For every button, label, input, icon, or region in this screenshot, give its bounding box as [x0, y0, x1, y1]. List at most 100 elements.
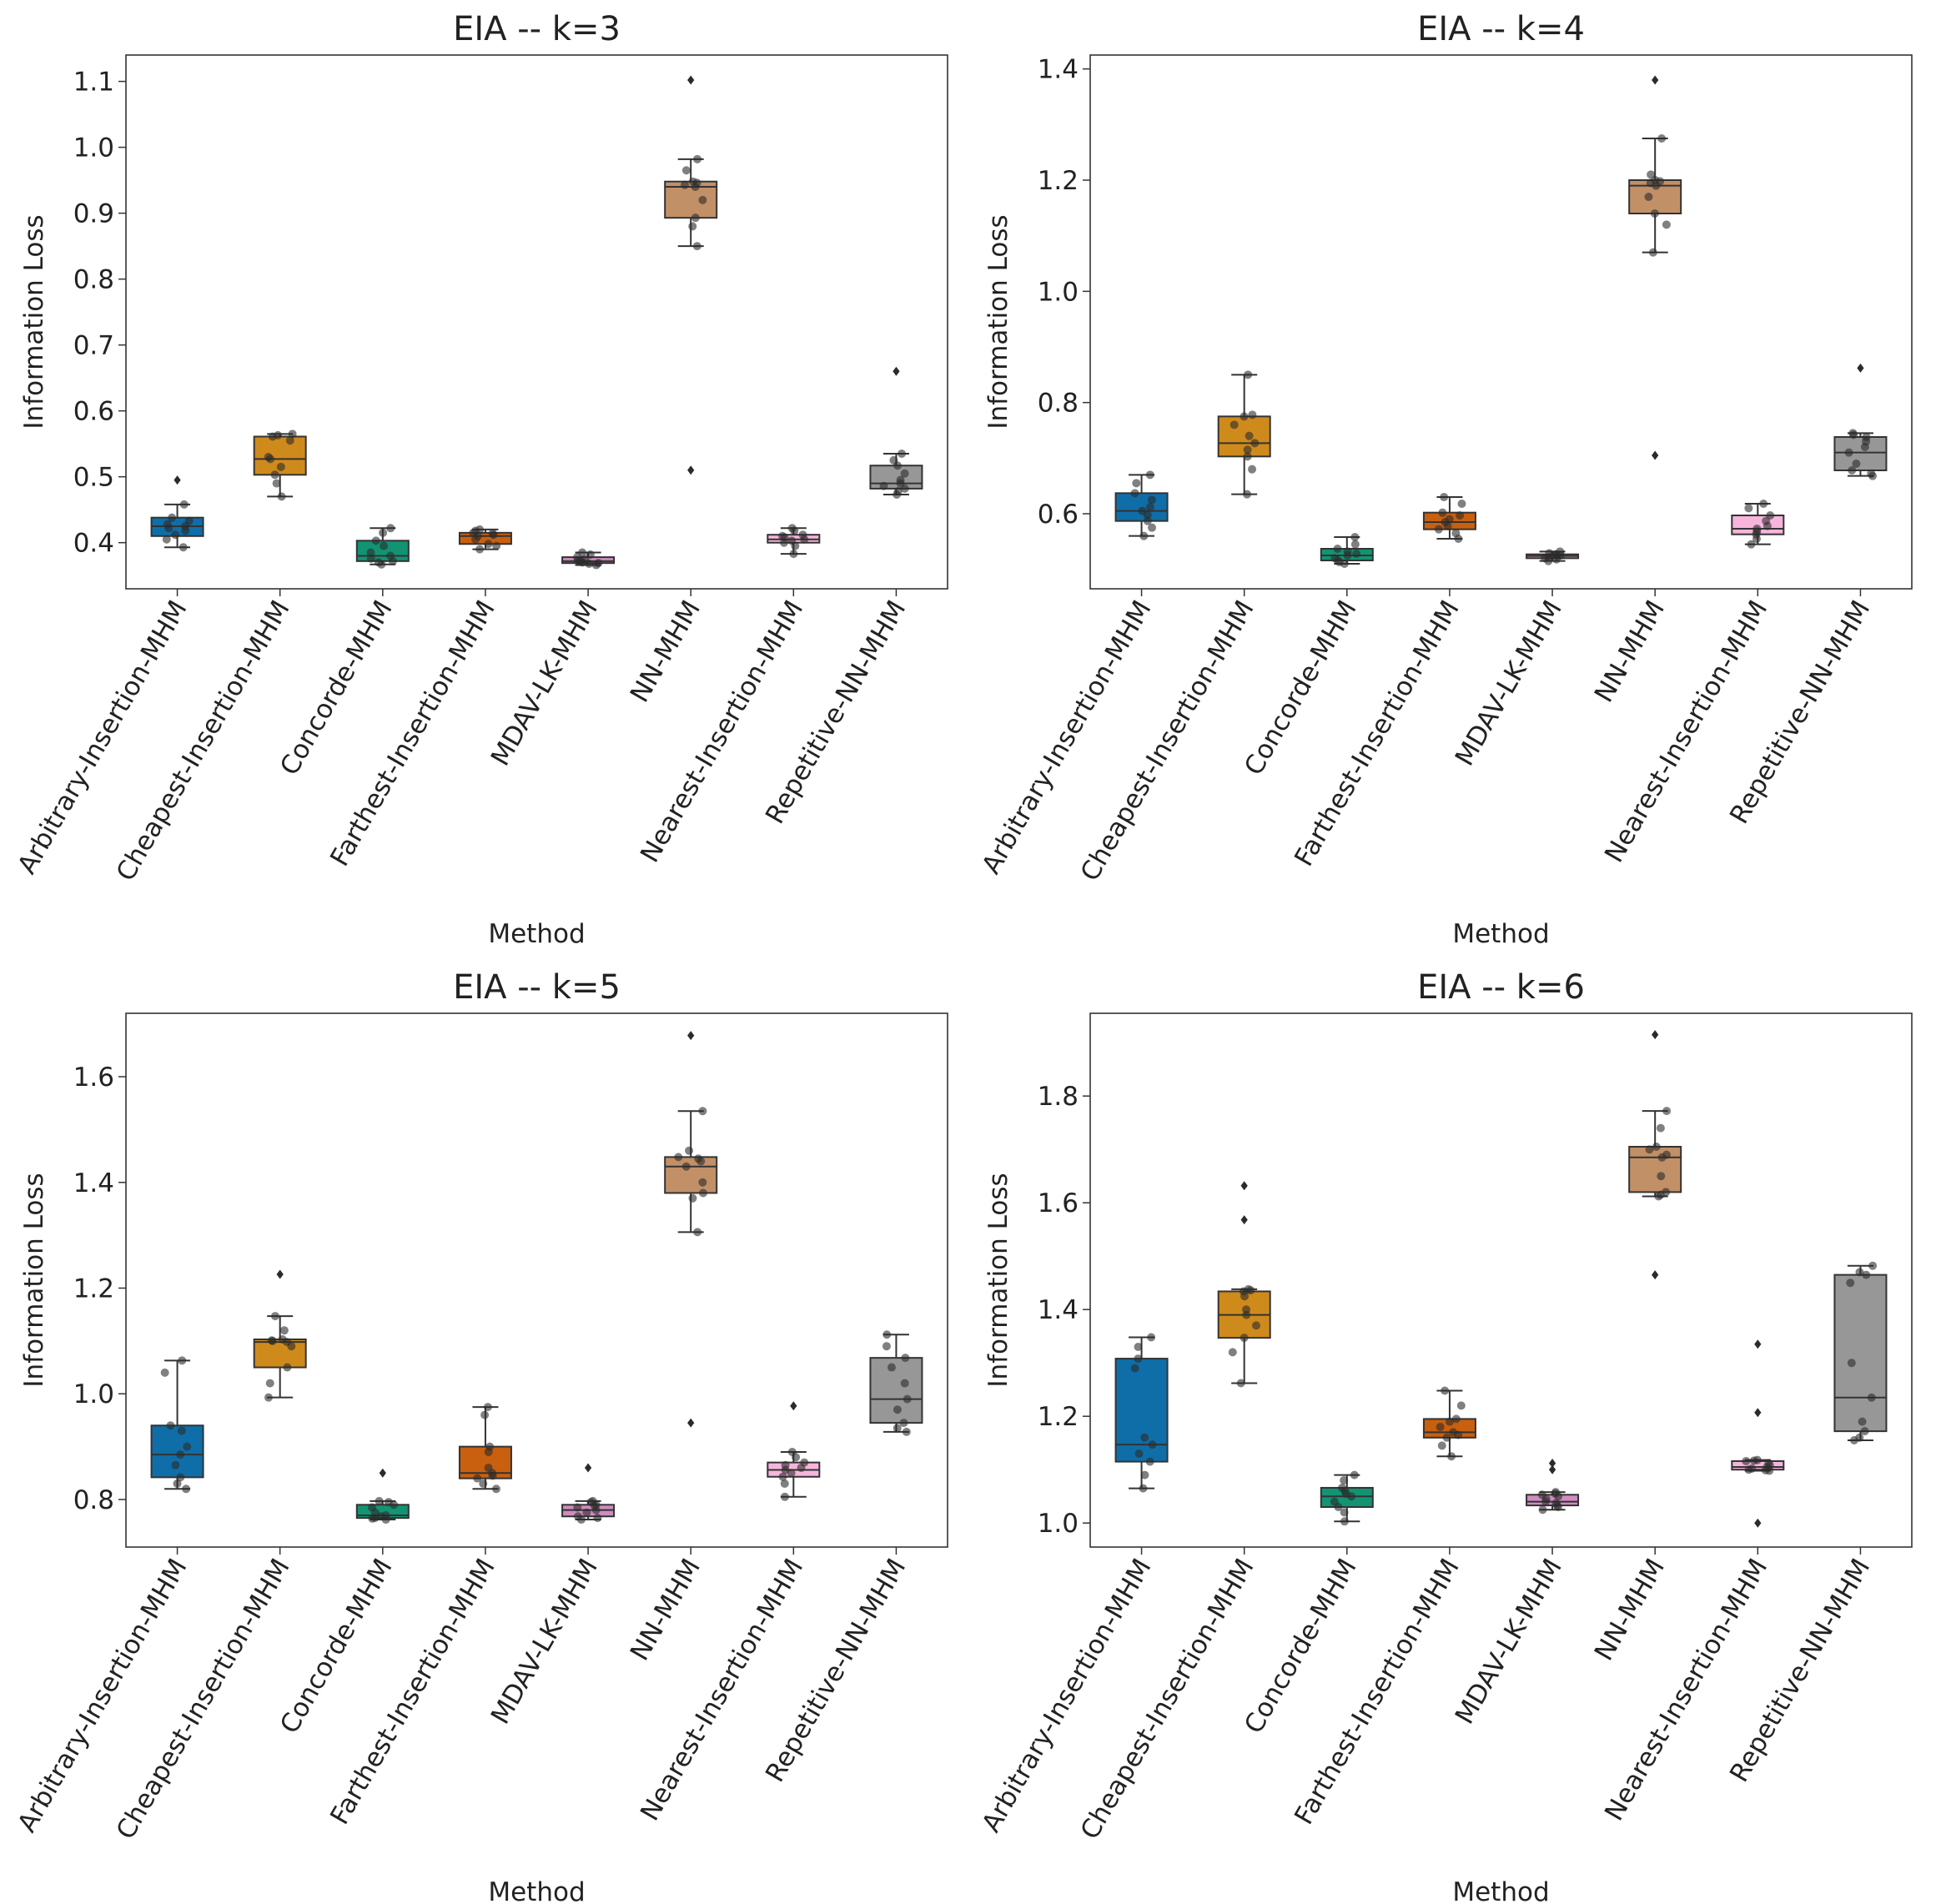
data-point — [780, 1492, 789, 1501]
x-tick-label: Concorde-MHM — [1239, 1554, 1363, 1739]
data-point — [1228, 1348, 1237, 1357]
data-point — [681, 1162, 691, 1171]
box-farthest-insertion-mhm — [458, 525, 512, 554]
y-tick-label: 1.8 — [1038, 1082, 1079, 1112]
x-tick-label: Concorde-MHM — [274, 1554, 399, 1739]
data-point — [176, 1450, 185, 1459]
y-tick-label: 0.6 — [73, 397, 114, 427]
data-point — [1848, 466, 1857, 475]
chart-panel: EIA -- k=5 0.8 1.0 1.2 1.4 1.6 Information Los… — [12, 968, 948, 1904]
outlier-marker — [1652, 450, 1659, 460]
x-tick-label: Arbitrary-Insertion-MHM — [976, 1554, 1157, 1837]
x-axis-label: Method — [488, 919, 585, 949]
data-point — [1860, 1427, 1869, 1436]
data-point — [1130, 489, 1139, 498]
data-point — [1440, 493, 1449, 501]
data-point — [484, 1463, 493, 1472]
outlier-marker — [1857, 363, 1864, 373]
data-point — [1651, 176, 1660, 184]
outlier-marker — [1754, 1518, 1762, 1528]
box-repetitive-nn-mhm — [869, 1330, 923, 1436]
outlier-marker — [584, 1463, 592, 1473]
data-point — [787, 1447, 797, 1456]
data-point — [1846, 1279, 1855, 1288]
data-point — [1147, 1333, 1156, 1342]
data-point — [787, 536, 797, 545]
data-point — [688, 177, 697, 186]
box-concorde-mhm — [1320, 533, 1374, 568]
data-point — [1350, 533, 1360, 541]
data-point — [492, 541, 501, 550]
outlier-marker — [1652, 1270, 1659, 1280]
x-tick-label: Concorde-MHM — [1239, 595, 1363, 781]
data-point — [1451, 1414, 1461, 1424]
data-point — [573, 1503, 582, 1512]
data-point — [901, 1354, 910, 1363]
x-tick-label: MDAV-LK-MHM — [1450, 595, 1568, 771]
data-point — [781, 1460, 790, 1469]
data-point — [267, 1336, 276, 1345]
data-point — [288, 430, 297, 439]
y-tick-label: 1.4 — [73, 1168, 114, 1198]
data-point — [1134, 1343, 1143, 1351]
y-axis-label: Information Loss — [983, 1173, 1013, 1387]
box-mdav-lk-mhm — [1526, 1459, 1580, 1515]
chart-title: EIA -- k=4 — [1417, 10, 1585, 48]
data-point — [578, 548, 587, 557]
data-point — [1844, 448, 1853, 457]
data-point — [787, 524, 797, 533]
data-point — [694, 1154, 703, 1163]
box-arbitrary-insertion-mhm — [1114, 470, 1169, 540]
y-tick-label: 0.6 — [1038, 500, 1079, 530]
x-tick-label: MDAV-LK-MHM — [1450, 1554, 1568, 1729]
data-point — [1766, 511, 1775, 520]
box-mdav-lk-mhm — [561, 1463, 616, 1525]
plot-area-frame — [125, 1012, 948, 1548]
data-point — [166, 1421, 175, 1430]
data-point — [1862, 1270, 1871, 1279]
outlier-marker — [1754, 1339, 1762, 1349]
data-point — [573, 1512, 582, 1521]
x-axis-label: Method — [488, 1877, 585, 1904]
data-point — [1244, 1284, 1253, 1294]
data-point — [491, 1485, 500, 1494]
data-point — [1145, 503, 1154, 511]
data-point — [1250, 439, 1260, 448]
data-point — [182, 1485, 191, 1494]
y-tick-label: 1.4 — [1038, 55, 1079, 85]
chart-panel: EIA -- k=3 0.4 0.5 0.6 0.7 0.8 0.9 1.0 1.1 Inform… — [12, 10, 948, 949]
box-concorde-mhm — [355, 524, 410, 569]
data-point — [1752, 525, 1762, 533]
data-point — [693, 154, 702, 163]
box-iqr — [664, 1156, 718, 1194]
data-point — [1647, 170, 1656, 179]
data-point — [168, 513, 177, 522]
x-tick-label: NN-MHM — [1589, 1554, 1671, 1665]
data-point — [698, 1107, 707, 1116]
outlier-marker — [1548, 1459, 1556, 1469]
data-point — [276, 462, 285, 471]
data-point — [366, 548, 375, 557]
data-point — [1662, 1107, 1672, 1116]
data-point — [1138, 506, 1147, 515]
x-tick-label: Cheapest-Insertion-MHM — [111, 595, 296, 887]
data-point — [1858, 1417, 1867, 1426]
data-point — [1852, 460, 1861, 468]
data-point — [1251, 1321, 1260, 1330]
data-point — [900, 469, 909, 478]
data-point — [1229, 420, 1239, 430]
data-point — [1652, 1143, 1661, 1151]
data-point — [882, 1342, 891, 1351]
data-point — [374, 558, 383, 567]
y-axis-label: Information Loss — [983, 214, 1013, 429]
data-point — [1236, 1379, 1245, 1388]
y-tick-label: 1.0 — [1038, 1509, 1079, 1539]
data-point — [270, 1312, 279, 1321]
data-point — [800, 1458, 809, 1467]
data-point — [475, 545, 485, 554]
data-point — [270, 470, 279, 480]
data-point — [1446, 1417, 1455, 1426]
data-point — [1145, 1457, 1154, 1466]
data-point — [778, 531, 787, 540]
data-point — [902, 1427, 911, 1436]
